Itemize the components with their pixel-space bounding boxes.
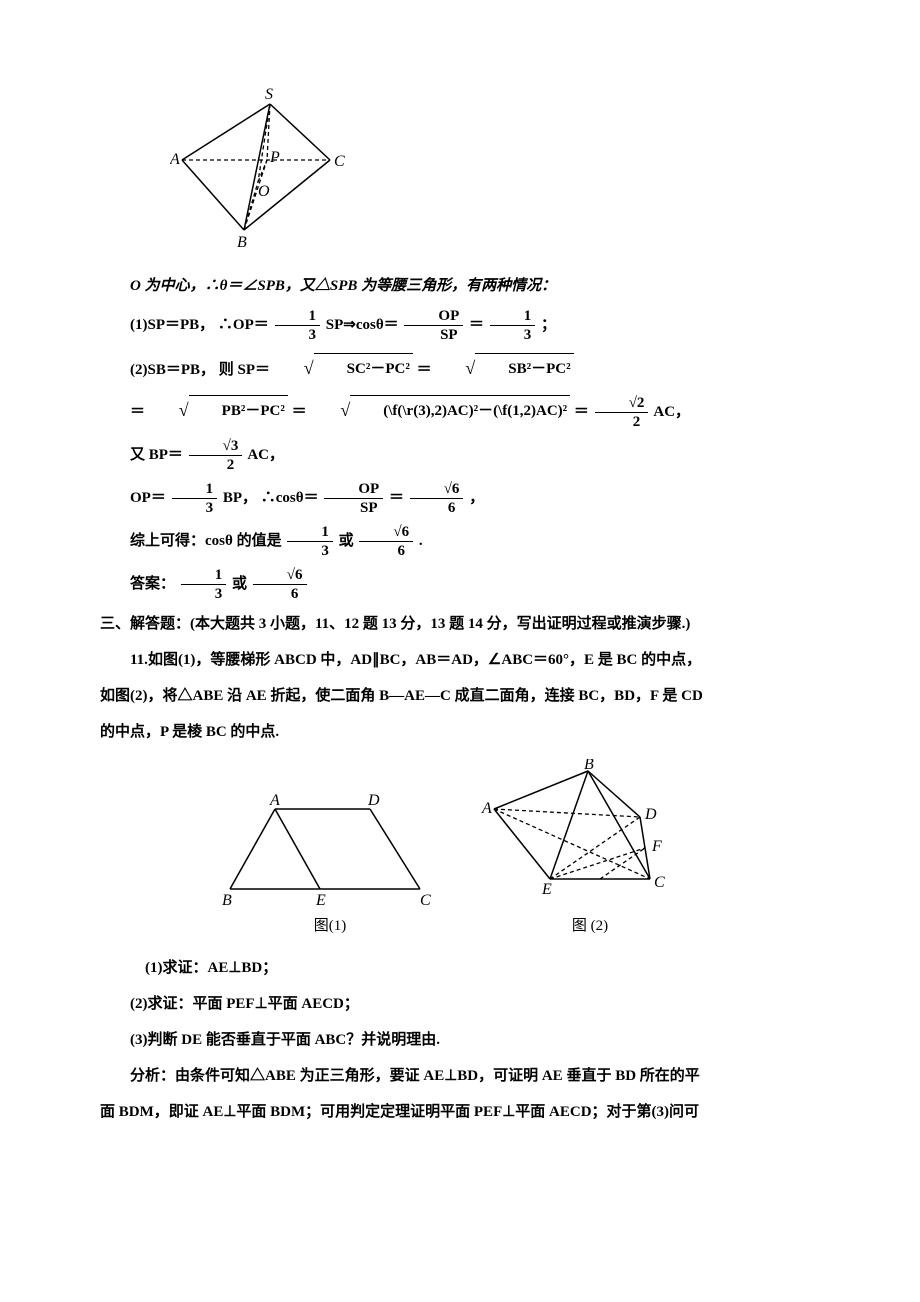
q11-para: 11.如图(1)，等腰梯形 ABCD 中，AD∥BC，AB＝AD，∠ABC＝60…	[100, 645, 820, 675]
case2-line1: (2)SB＝PB， 则 SP＝ √SC²－PC² ＝ √SB²－PC²	[100, 350, 820, 386]
label-A: A	[170, 151, 180, 168]
analysis-l2: 面 BDM，即证 AE⊥平面 BDM；可用判定定理证明平面 PEF⊥平面 AEC…	[100, 1097, 820, 1127]
label-C: C	[334, 153, 345, 170]
subq-3: (3)判断 DE 能否垂直于平面 ABC？并说明理由.	[100, 1025, 820, 1055]
case2-line5: 综上可得：cosθ 的值是 13 或 √66 .	[100, 523, 820, 560]
q11-para-2: 如图(2)，将△ABE 沿 AE 折起，使二面角 B—AE—C 成直二面角，连接…	[100, 681, 820, 711]
answer-line: 答案： 13 或 √66	[100, 566, 820, 603]
svg-text:C: C	[420, 892, 431, 909]
folded-figure: A B C D E F P 图 (2)	[480, 759, 700, 941]
case2-line3: 又 BP＝ √32 AC，	[100, 437, 820, 474]
svg-text:F: F	[651, 838, 662, 855]
case1-line: (1)SP＝PB， ∴OP＝ 13 SP⇒cosθ＝ OPSP ＝ 13 ；	[100, 307, 820, 344]
svg-text:A: A	[269, 792, 280, 809]
svg-text:A: A	[481, 800, 492, 817]
label-O: O	[258, 183, 270, 200]
analysis-l1: 分析：由条件可知△ABE 为正三角形，要证 AE⊥BD，可证明 AE 垂直于 B…	[100, 1061, 820, 1091]
subq-2: (2)求证：平面 PEF⊥平面 AECD；	[100, 989, 820, 1019]
svg-text:D: D	[644, 806, 657, 823]
label-P: P	[269, 149, 280, 166]
label-B: B	[237, 234, 247, 251]
subq-1: (1)求证：AE⊥BD；	[100, 953, 820, 983]
q11-para-3: 的中点，P 是棱 BC 的中点.	[100, 717, 820, 747]
center-text: O 为中心，∴θ＝∠SPB，又△SPB 为等腰三角形，有两种情况：	[100, 271, 820, 301]
section-3-heading: 三、解答题：(本大题共 3 小题，11、12 题 13 分，13 题 14 分，…	[100, 609, 820, 639]
svg-text:C: C	[654, 874, 665, 891]
tetrahedron-figure: S A B C O P	[170, 84, 820, 265]
trapezoid-figure: A D B E C 图(1)	[220, 789, 440, 941]
svg-text:E: E	[541, 881, 552, 898]
label-S: S	[265, 86, 273, 103]
figure-pair: A D B E C 图(1) A B C	[100, 759, 820, 941]
svg-text:B: B	[584, 759, 594, 773]
svg-text:E: E	[315, 892, 326, 909]
svg-text:D: D	[367, 792, 380, 809]
svg-text:B: B	[222, 892, 232, 909]
fig2-caption: 图 (2)	[572, 911, 608, 941]
case2-line2: ＝ √PB²－PC² ＝ √(\f(\r(3),2)AC)²－(\f(1,2)A…	[100, 392, 820, 431]
case2-line4: OP＝ 13 BP， ∴cosθ＝ OPSP ＝ √66 ，	[100, 480, 820, 517]
fig1-caption: 图(1)	[314, 911, 347, 941]
